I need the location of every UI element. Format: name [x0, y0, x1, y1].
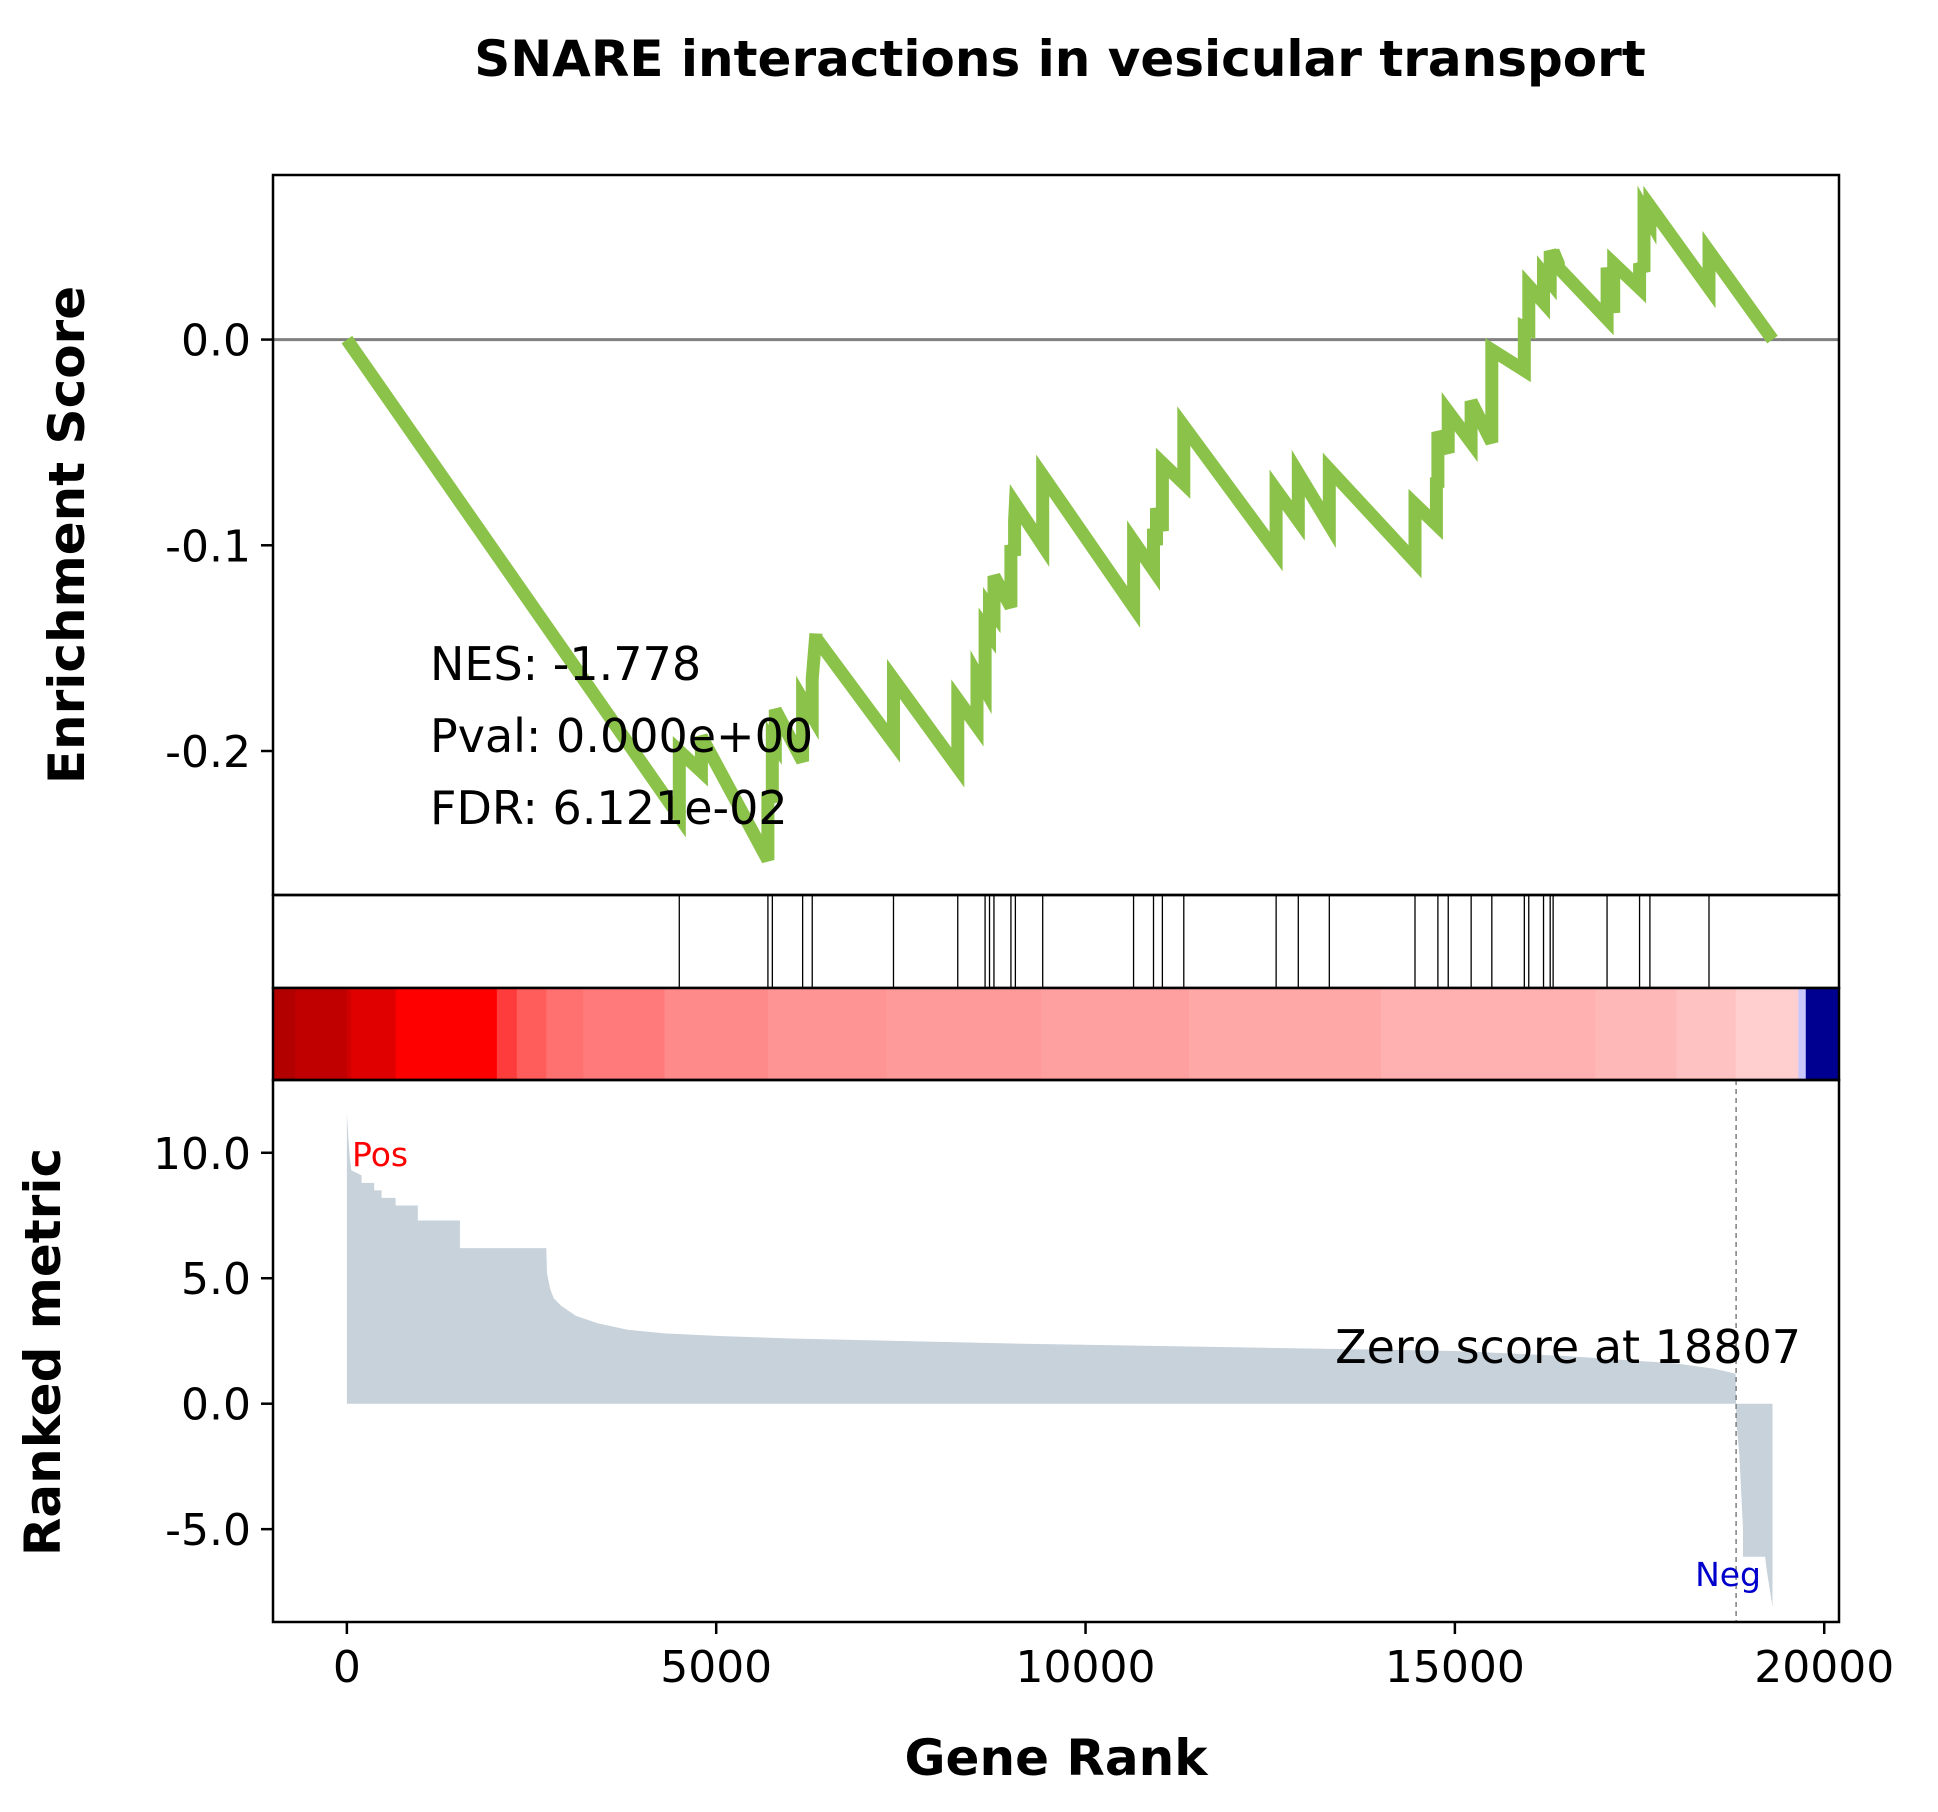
enrichment-panel: 0.0-0.1-0.2 NES: -1.778 Pval: 0.000e+00 … [165, 173, 1841, 897]
colorbar-segment [346, 988, 352, 1080]
neg-label: Neg [1695, 1555, 1761, 1594]
es-y-axis-label: Enrichment Score [38, 286, 96, 784]
x-tick-label: 20000 [1754, 1642, 1894, 1693]
ranked-metric-panel: Pos Neg Zero score at 18807 10.0 5.0 0.0 -5… [153, 1078, 1894, 1693]
hits-panel [271, 893, 1841, 990]
x-tick-label: 5000 [660, 1642, 772, 1693]
x-tick-label: 15000 [1385, 1642, 1525, 1693]
hits-panel-frame [271, 893, 1841, 990]
ranked-metric-area [346, 1112, 1773, 1607]
colorbar-segment [1595, 988, 1678, 1080]
metric-y-axis-label: Ranked metric [14, 1148, 72, 1556]
colorbar-segment [664, 988, 769, 1080]
colorbar-segment [1381, 988, 1596, 1080]
metric-y-tick-label: -5.0 [165, 1505, 251, 1556]
colorbar-segment [1805, 988, 1840, 1080]
metric-y-tick-label: 5.0 [181, 1254, 251, 1305]
enrichment-score-line [341, 185, 1778, 864]
colorbar-segment [295, 988, 348, 1080]
x-axis-label: Gene Rank [905, 1729, 1210, 1787]
colorbar-segment [351, 988, 397, 1080]
colorbar-segment [767, 988, 887, 1080]
colorbar-segment [1798, 988, 1807, 1080]
metric-y-tick-label: 10.0 [153, 1129, 251, 1180]
colorbar-segment [546, 988, 584, 1080]
colorbar-segment [1676, 988, 1737, 1080]
es-y-tick-label: 0.0 [181, 316, 251, 367]
zero-score-annotation: Zero score at 18807 [1335, 1320, 1801, 1374]
x-tick-label: 0 [333, 1642, 361, 1693]
pos-label: Pos [352, 1135, 408, 1174]
chart-title: SNARE interactions in vesicular transpor… [474, 30, 1645, 88]
nes-annotation: NES: -1.778 [430, 637, 701, 691]
metric-y-tick-label: 0.0 [181, 1380, 251, 1431]
colorbar-segment [1041, 988, 1190, 1080]
x-axis-ticks: 0 5000 10000 15000 20000 [333, 1622, 1894, 1693]
colorbar-segment [886, 988, 1042, 1080]
gene-hit-lines [678, 895, 1710, 988]
rank-colorbar [271, 986, 1841, 1082]
fdr-annotation: FDR: 6.121e-02 [430, 781, 788, 835]
metric-y-ticks: 10.0 5.0 0.0 -5.0 [153, 1129, 273, 1556]
colorbar-segment [516, 988, 547, 1080]
colorbar-segment [395, 988, 498, 1080]
x-tick-label: 10000 [1016, 1642, 1156, 1693]
pval-annotation: Pval: 0.000e+00 [430, 709, 813, 763]
colorbar-segment [273, 988, 296, 1080]
metric-panel-frame [271, 1078, 1841, 1624]
colorbar-segment [1735, 988, 1799, 1080]
es-y-tick-label: -0.2 [165, 727, 251, 778]
es-y-ticks: 0.0 -0.1 -0.2 [165, 316, 273, 778]
es-y-tick-label: -0.1 [165, 521, 251, 572]
colorbar-segment [1188, 988, 1382, 1080]
colorbar-segment [583, 988, 666, 1080]
colorbar-segment [496, 988, 518, 1080]
